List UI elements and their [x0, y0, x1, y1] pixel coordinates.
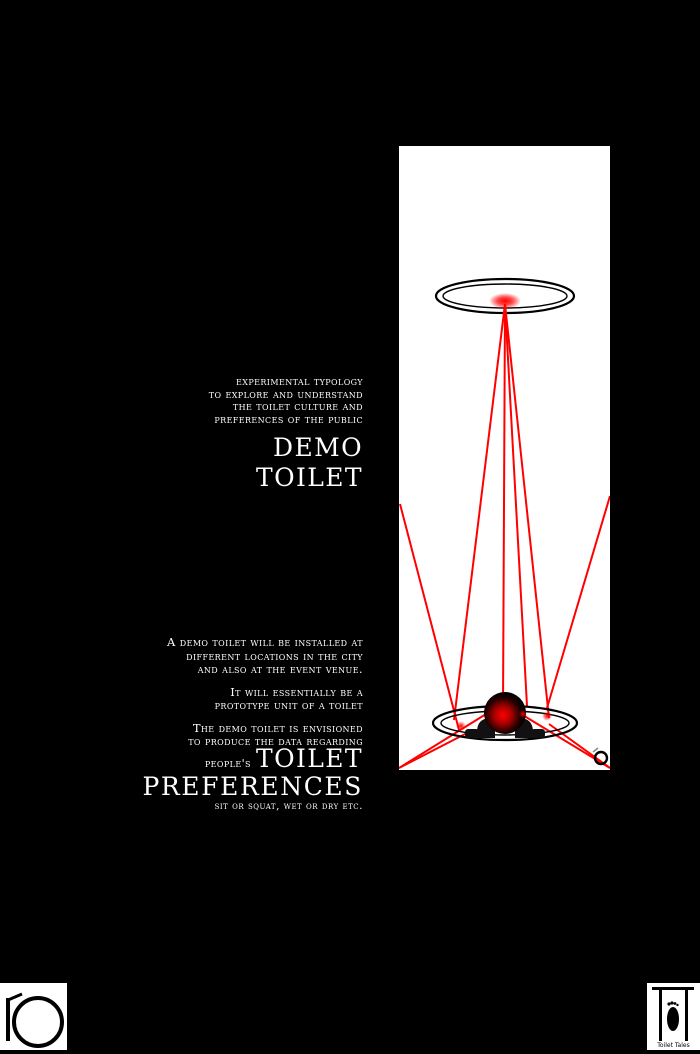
- logo-right: Toilet Tales: [647, 983, 700, 1050]
- intro-line: experimental typology: [236, 374, 363, 388]
- sensor-glow-top: [489, 293, 521, 309]
- person-figure: [465, 692, 545, 738]
- logo-left: [0, 983, 67, 1050]
- description-line: to produce the data regarding: [188, 734, 363, 748]
- description-line: different locations in the city: [186, 648, 363, 663]
- intro-line: the toilet culture and: [232, 399, 363, 413]
- preferences-note: sit or squat, wet or dry etc.: [214, 800, 363, 812]
- footprint-logo-icon: [652, 987, 694, 1041]
- description-paragraph: The demo toilet is envisioned to produce…: [130, 720, 363, 749]
- logo-caption: Toilet Tales: [657, 1042, 690, 1049]
- title-line-1: DEMO: [273, 433, 363, 462]
- description-line: and also at the event venue.: [197, 662, 363, 676]
- page-title: DEMO TOILET: [150, 433, 363, 493]
- intro-line: to explore and understand: [208, 386, 363, 401]
- description-line: The demo toilet is envisioned: [192, 720, 363, 735]
- toilet-illustration: [399, 146, 610, 770]
- description-paragraph: A demo toilet will be installed at diffe…: [130, 635, 363, 677]
- preferences-word-2: PREFERENCES: [142, 772, 363, 801]
- circle-logo-icon: [6, 992, 64, 1048]
- sensor-points: [456, 710, 552, 731]
- laser-beams: [399, 303, 610, 769]
- description-line: A demo toilet will be installed at: [167, 635, 363, 649]
- intro-line: preferences of the public: [214, 411, 363, 426]
- preferences-prefix: people's: [204, 757, 251, 770]
- intro-text: experimental typology to explore and und…: [150, 375, 363, 425]
- description-line: It will essentially be a: [230, 684, 363, 699]
- description-line: prototype unit of a toilet: [214, 698, 363, 712]
- preferences-heading: people's TOILET: [130, 744, 363, 773]
- description-paragraph: It will essentially be a prototype unit …: [130, 684, 363, 713]
- corner-device-icon: [592, 747, 609, 766]
- preferences-word-1: TOILET: [256, 744, 363, 773]
- title-line-2: TOILET: [256, 463, 363, 492]
- description: A demo toilet will be installed at diffe…: [130, 635, 363, 758]
